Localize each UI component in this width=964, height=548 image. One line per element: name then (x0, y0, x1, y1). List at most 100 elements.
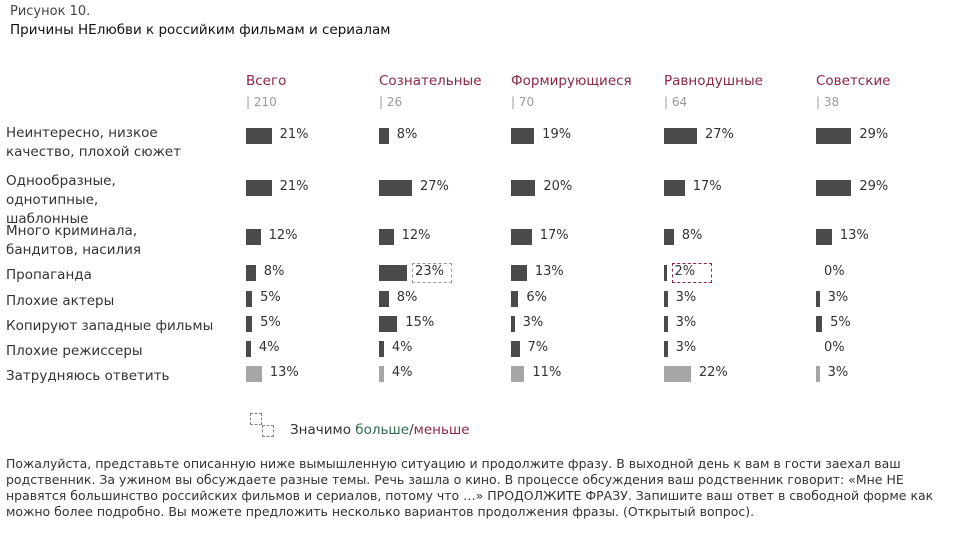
bar (379, 316, 398, 332)
legend-text: Значимо больше/меньше (290, 422, 470, 438)
bar-value-label: 5% (260, 290, 281, 305)
bar (511, 316, 515, 332)
bar-value-label: 4% (391, 340, 413, 355)
bar (246, 291, 253, 307)
bar (816, 291, 820, 307)
legend-prefix: Значимо (290, 422, 356, 438)
bar-value-label: 17% (692, 179, 722, 194)
group-sample-size: | 210 (246, 95, 277, 109)
bar (379, 128, 389, 144)
bar-value-label: 29% (859, 179, 889, 194)
bar-value-label: 17% (539, 228, 569, 243)
bar (511, 291, 519, 307)
bar (511, 341, 520, 357)
bar (664, 341, 668, 357)
figure-title: Причины НЕлюбви к российким фильмам и се… (10, 22, 391, 38)
bar (664, 128, 697, 144)
bar (511, 180, 536, 196)
bar (511, 229, 532, 245)
bar-value-label: 13% (534, 264, 564, 279)
bar-value-label: 23% (415, 264, 444, 279)
bar (664, 291, 668, 307)
significance-legend-icon (250, 413, 276, 439)
bar-value-label: 13% (269, 365, 299, 380)
bar (379, 366, 384, 382)
significance-marker (671, 263, 712, 283)
bar-value-label: 5% (830, 315, 851, 330)
bar (664, 180, 685, 196)
significance-marker (412, 263, 453, 283)
bar-value-label: 3% (675, 315, 697, 330)
bar (664, 229, 674, 245)
bar-value-label: 8% (263, 264, 285, 279)
bar (246, 366, 262, 382)
legend-less: меньше (413, 422, 470, 438)
bar-value-label: 3% (827, 365, 849, 380)
group-header: Равнодушные (664, 73, 763, 89)
bar (246, 265, 256, 281)
bar-value-label: 13% (839, 228, 869, 243)
bar-value-label: 11% (532, 365, 562, 380)
bar-value-label: 15% (405, 315, 435, 330)
category-label: Плохие актеры (6, 293, 115, 309)
bar (379, 291, 389, 307)
group-header: Формирующиеся (511, 73, 632, 89)
category-label: Неинтересно, низкое качество, плохой сюж… (6, 125, 181, 160)
bar-value-label: 0% (824, 340, 845, 355)
bar-value-label: 3% (675, 290, 697, 305)
bar-value-label: 5% (260, 315, 281, 330)
group-sample-size: | 26 (379, 95, 403, 109)
bar-value-label: 8% (396, 290, 418, 305)
bar (664, 316, 668, 332)
bar (511, 265, 527, 281)
group-header: Всего (246, 73, 287, 89)
category-label: Копируют западные фильмы (6, 318, 214, 334)
bar-value-label: 27% (419, 179, 449, 194)
group-sample-size: | 70 (511, 95, 535, 109)
bar-value-label: 22% (698, 365, 728, 380)
bar-value-label: 3% (522, 315, 544, 330)
category-label: Плохие режиссеры (6, 343, 143, 359)
bar-value-label: 7% (527, 340, 549, 355)
bar (664, 265, 667, 281)
bar (511, 128, 535, 144)
group-sample-size: | 64 (664, 95, 688, 109)
bar (816, 229, 832, 245)
bar (246, 341, 251, 357)
group-header: Советские (816, 73, 891, 89)
bar (816, 366, 820, 382)
bar-value-label: 21% (279, 179, 309, 194)
bar-value-label: 0% (824, 264, 845, 279)
bar-value-label: 3% (675, 340, 697, 355)
group-header: Сознательные (379, 73, 482, 89)
bar-value-label: 4% (258, 340, 280, 355)
bar-value-label: 27% (704, 127, 734, 142)
bar (379, 229, 394, 245)
bar-value-label: 4% (391, 365, 413, 380)
bar (246, 128, 272, 144)
bar (511, 366, 525, 382)
bar (379, 341, 384, 357)
bar-value-label: 8% (396, 127, 418, 142)
bar-value-label: 21% (279, 127, 309, 142)
question-note: Пожалуйста, представьте описанную ниже в… (6, 456, 934, 519)
category-label: Затрудняюсь ответить (6, 368, 170, 384)
bar (246, 316, 253, 332)
bar (246, 229, 261, 245)
bar-value-label: 6% (526, 290, 547, 305)
bar-value-label: 29% (859, 127, 889, 142)
figure-number: Рисунок 10. (10, 4, 91, 19)
bar-value-label: 19% (542, 127, 572, 142)
bar (816, 316, 823, 332)
bar (664, 366, 691, 382)
bar-value-label: 8% (681, 228, 703, 243)
bar-value-label: 12% (268, 228, 298, 243)
category-label: Однообразные, однотипные, шаблонные (6, 173, 116, 227)
bar-value-label: 20% (543, 179, 573, 194)
category-label: Много криминала, бандитов, насилия (6, 223, 142, 258)
category-label: Пропаганда (6, 267, 92, 283)
bar-value-label: 12% (401, 228, 431, 243)
bar (816, 128, 852, 144)
legend-separator: / (409, 422, 414, 438)
bar-value-label: 2% (674, 264, 696, 279)
